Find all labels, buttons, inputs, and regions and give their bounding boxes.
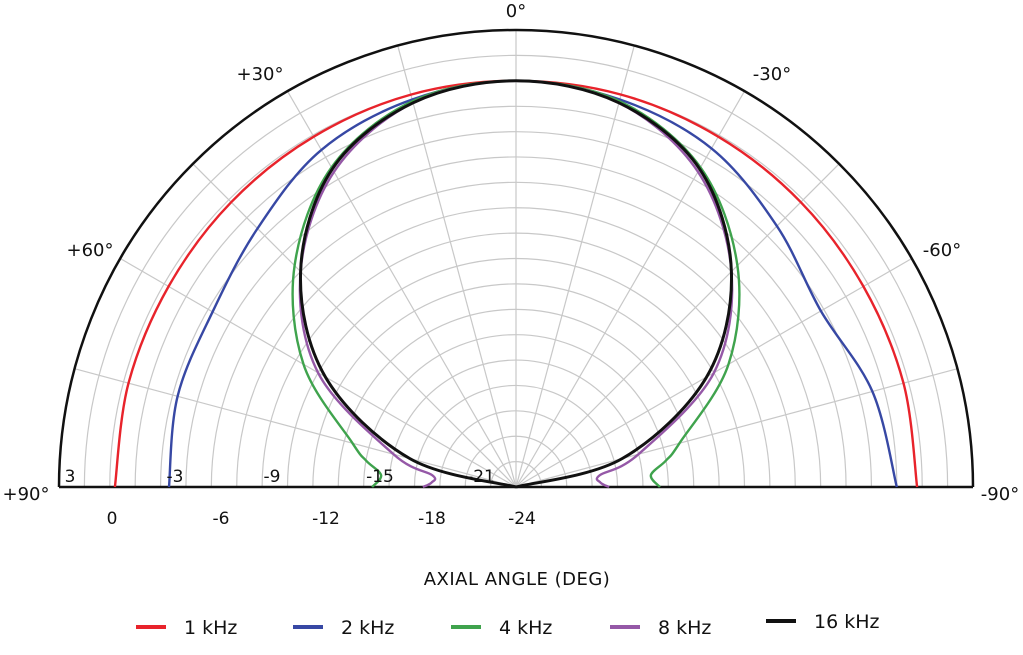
angle-tick-label: +90° <box>3 484 50 505</box>
r-tick-label: -9 <box>264 467 281 487</box>
legend-label: 2 kHz <box>341 617 394 639</box>
angle-tick-label: 0° <box>506 1 526 22</box>
angle-tick-label: -30° <box>753 64 791 85</box>
polar-grid <box>57 28 975 489</box>
grid-radial <box>515 90 746 488</box>
grid-radial <box>192 163 517 488</box>
grid-radial <box>515 45 635 488</box>
series-curve <box>298 79 734 489</box>
grid-radial <box>515 368 958 488</box>
angle-tick-label: -90° <box>981 484 1019 505</box>
angle-tick-label: -60° <box>923 240 961 261</box>
r-tick-label: -24 <box>508 509 536 529</box>
r-tick-label: -21 <box>467 467 495 487</box>
angle-tick-label: +30° <box>237 64 284 85</box>
r-tick-label: 3 <box>65 467 76 487</box>
x-axis-label: AXIAL ANGLE (DEG) <box>424 569 611 590</box>
legend-label: 4 kHz <box>499 617 552 639</box>
series-curves <box>113 79 919 489</box>
legend-label: 1 kHz <box>184 617 237 639</box>
r-tick-label: -12 <box>312 509 340 529</box>
grid-radial <box>286 90 517 488</box>
grid-radial <box>515 163 840 488</box>
r-tick-label: 0 <box>107 509 118 529</box>
legend: 1 kHz 2 kHz 4 kHz 8 kHz 16 kHz <box>136 611 880 639</box>
legend-label: 8 kHz <box>658 617 711 639</box>
r-tick-label: -6 <box>213 509 230 529</box>
angle-tick-label: +60° <box>67 240 114 261</box>
r-tick-label: -3 <box>167 467 184 487</box>
r-tick-label: -18 <box>418 509 446 529</box>
outer-arc <box>57 28 975 488</box>
axis-labels: 0° +30° -30° +60° -60° +90° -90° 3 -3 -9 -15 -21 0 -6… <box>3 1 1020 529</box>
r-tick-label: -15 <box>366 467 394 487</box>
grid-radial <box>74 368 517 488</box>
grid-radial <box>397 45 517 488</box>
legend-label: 16 kHz <box>814 611 880 633</box>
